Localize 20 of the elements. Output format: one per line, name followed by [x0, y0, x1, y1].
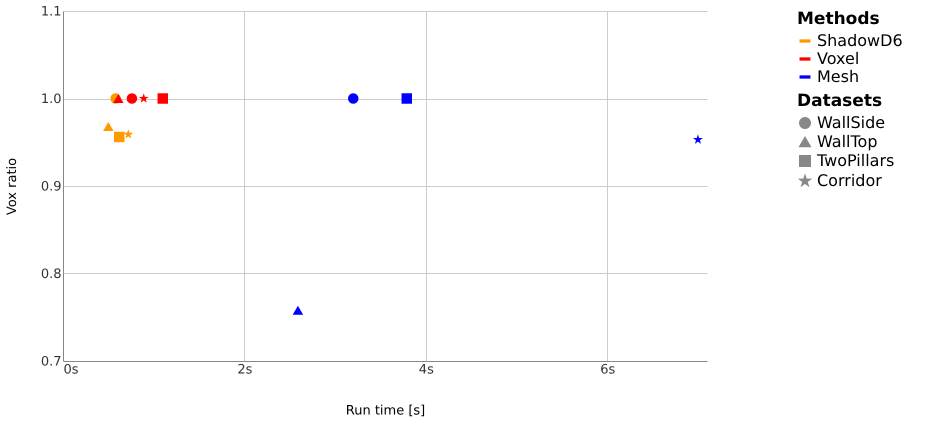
legend-label: ShadowD6 — [817, 31, 903, 50]
text: Methods — [797, 9, 880, 29]
x-tick-label: 6s — [600, 362, 616, 378]
legend-label: WallTop — [817, 132, 878, 151]
legend-label: Voxel — [817, 49, 860, 68]
y-tick-label: 0.7 — [40, 354, 62, 370]
text: Datasets — [797, 91, 882, 111]
legend-label: WallSide — [817, 113, 886, 132]
y-tick-label: 0.8 — [40, 267, 62, 282]
legend-label: Corridor — [817, 171, 882, 190]
x-tick-label: 0s — [64, 362, 79, 378]
x-axis-title: Run time [s] — [346, 404, 426, 418]
x-tick-label: 4s — [418, 362, 434, 378]
y-tick-label: 1.0 — [40, 92, 62, 107]
legend-label: TwoPillars — [816, 151, 894, 170]
x-tick-label: 2s — [237, 362, 253, 378]
y-axis-title: Vox ratio — [4, 158, 20, 216]
y-tick-label: 1.1 — [40, 4, 62, 20]
legend-label: Mesh — [817, 67, 860, 86]
y-tick-label: 0.9 — [40, 180, 62, 194]
